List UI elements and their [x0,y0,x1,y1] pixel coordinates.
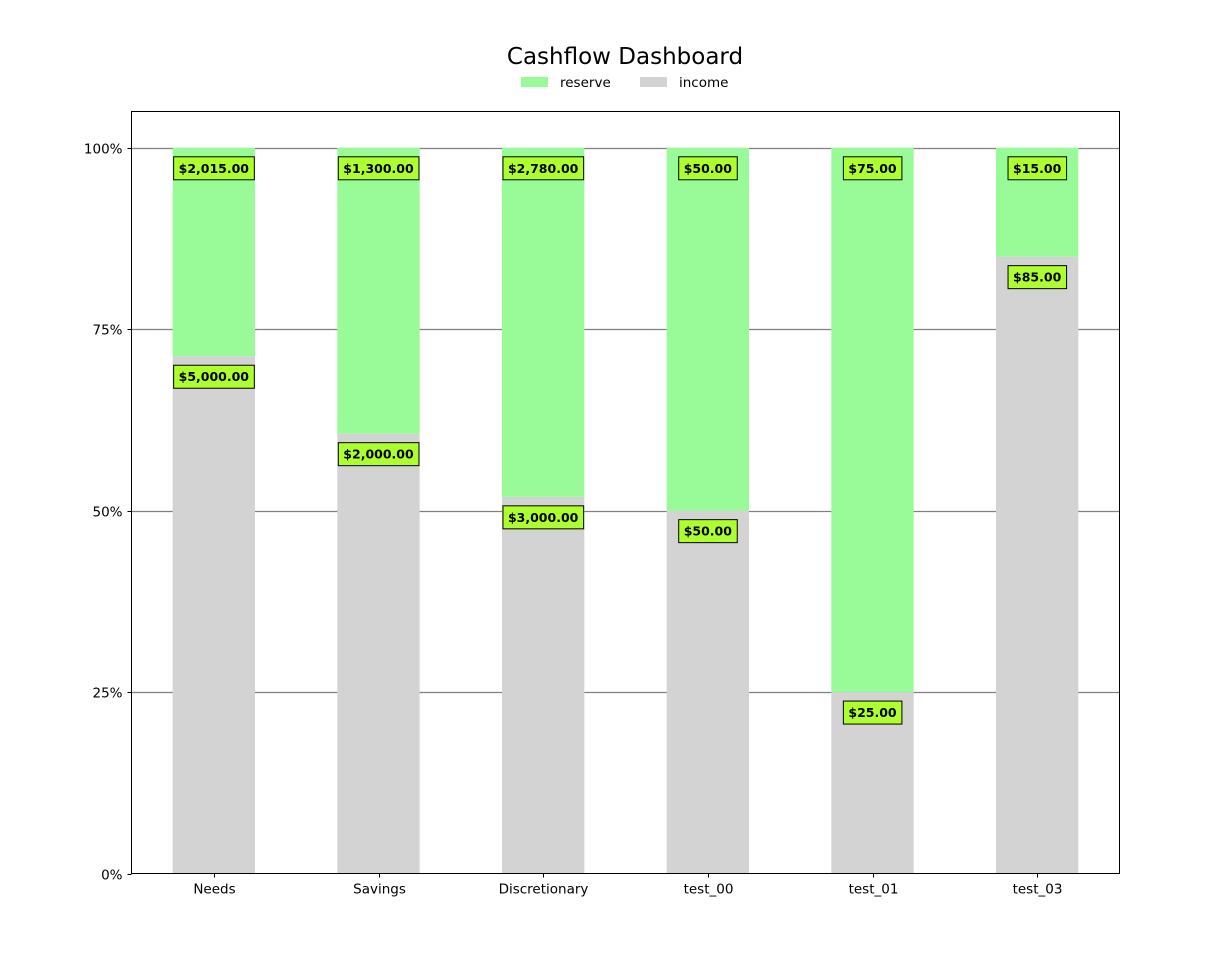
value-label-text: $15.00 [1013,161,1062,176]
value-label-box [842,700,903,725]
value-label-text: $50.00 [684,524,733,539]
value-label-box [337,156,420,181]
value-label-box [337,442,420,467]
legend-swatch-income [640,77,667,87]
plot-frame [131,111,1120,874]
value-label-income-Discretionary: $3,000.00 [502,505,585,530]
value-label-reserve-Discretionary: $2,780.00 [502,156,585,181]
value-label-text: $2,000.00 [343,447,414,462]
y-tick-label-3: 75% [92,323,122,339]
value-label-reserve-test_03: $15.00 [1007,156,1068,181]
gridlines [131,147,1120,694]
x-axis: Needs Savings Discretionary test_00 test_01 t… [193,873,1063,898]
value-label-box [1007,265,1068,290]
value-label-text: $3,000.00 [508,510,579,525]
value-label-text: $2,015.00 [179,161,250,176]
value-label-text: $2,780.00 [508,161,579,176]
value-label-box [502,156,585,181]
value-label-box [678,519,738,544]
x-tick-label-0: Needs [193,882,235,898]
bar-income-Discretionary [502,496,585,874]
value-label-income-Needs: $5,000.00 [173,364,255,389]
value-label-box [842,156,903,181]
x-tick-label-3: test_00 [684,882,734,898]
bar-reserve-test_01 [831,147,914,693]
y-axis: 0% 25% 50% 75% 100% [84,142,132,884]
value-label-reserve-Savings: $1,300.00 [337,156,420,181]
value-label-box [678,156,738,181]
bar-reserve-test_00 [666,147,749,511]
value-label-reserve-Needs: $2,015.00 [173,156,255,181]
legend-label-reserve: reserve [560,75,611,91]
bar-reserve-Discretionary [502,147,585,497]
value-label-text: $75.00 [848,161,897,176]
bar-reserve-Needs [172,147,255,357]
value-label-box [1007,156,1068,181]
legend-label-income: income [679,75,728,91]
value-label-text: $50.00 [684,161,733,176]
legend: reserve income [521,75,728,91]
x-tick-label-5: test_03 [1013,882,1063,898]
y-tick-label-4: 100% [84,142,123,158]
value-label-text: $1,300.00 [343,161,414,176]
value-label-box [502,505,585,530]
y-tick-label-2: 50% [92,505,122,521]
value-label-reserve-test_01: $75.00 [842,156,903,181]
bar-reserve-Savings [337,147,420,434]
value-label-income-Savings: $2,000.00 [337,442,420,467]
chart-title: Cashflow Dashboard [507,44,743,70]
value-labels: $5,000.00 $2,015.00 $2,000.00 $1,300.00 $3,0… [173,156,1068,725]
value-label-box [173,156,255,181]
value-label-box [173,364,255,389]
bar-income-test_03 [996,256,1079,874]
legend-swatch-reserve [521,77,548,87]
bar-income-Needs [172,356,255,874]
x-tick-label-4: test_01 [849,882,899,898]
value-label-text: $5,000.00 [179,369,250,384]
x-tick-label-2: Discretionary [499,882,589,898]
y-tick-label-0: 0% [101,868,123,884]
value-label-text: $25.00 [848,705,897,720]
value-label-text: $85.00 [1013,270,1062,285]
value-label-income-test_03: $85.00 [1007,265,1068,290]
y-tick-label-1: 25% [92,686,122,702]
bar-income-Savings [337,433,420,874]
value-label-reserve-test_00: $50.00 [678,156,738,181]
x-tick-label-1: Savings [353,882,406,898]
value-label-income-test_01: $25.00 [842,700,903,725]
value-label-income-test_00: $50.00 [678,519,738,544]
bar-income-test_00 [666,510,749,874]
bars [172,147,1079,874]
